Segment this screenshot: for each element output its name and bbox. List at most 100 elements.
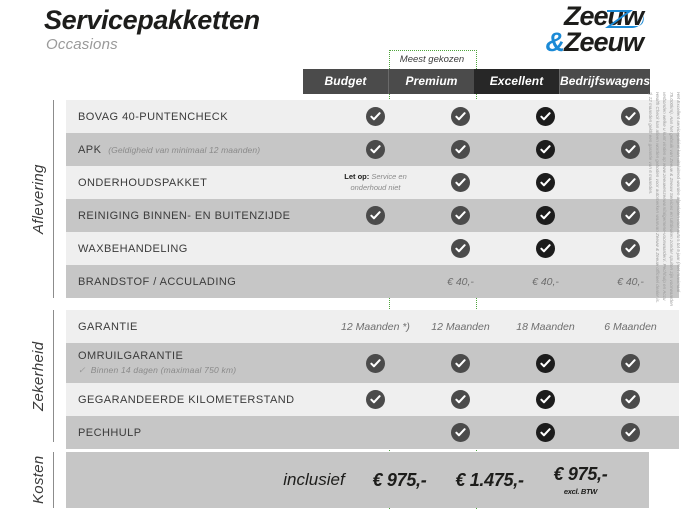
check-icon: [451, 206, 470, 225]
row-label-wrapper: APK (Geldigheid van minimaal 12 maanden): [78, 144, 260, 156]
cell-bedrijfswagens: [588, 232, 673, 265]
aflevering-rows: BOVAG 40-PUNTENCHECK: [66, 100, 679, 298]
cell-excellent: [503, 100, 588, 133]
check-icon: [451, 423, 470, 442]
warranty-excellent: 18 Maanden: [516, 320, 575, 333]
check-icon: [621, 353, 640, 373]
fuel-price-bedrijfswagens: € 40,-: [617, 275, 644, 288]
warranty-budget: 12 Maanden *): [341, 320, 410, 333]
column-header-premium[interactable]: Premium: [388, 69, 474, 94]
check-icon: [451, 173, 470, 192]
table-row: GEGARANDEERDE KILOMETERSTAND: [66, 383, 679, 416]
check-icon: [621, 239, 640, 258]
warranty-bedrijfswagens: 6 Maanden: [604, 320, 657, 333]
table-row: PECHHULP: [66, 416, 679, 449]
check-small-icon: ✓: [78, 365, 86, 375]
price-premium: € 975,-: [357, 452, 442, 508]
column-header-excellent[interactable]: Excellent: [474, 69, 559, 94]
cell-budget: Let op: Service en onderhoud niet: [333, 166, 418, 199]
column-header-bedrijfswagens[interactable]: Bedrijfswagens: [559, 69, 651, 94]
page-header: Servicepakketten Occasions Zeeuw &Zeeuw: [0, 0, 685, 62]
logo-ampersand: &: [545, 26, 564, 57]
check-icon: [621, 390, 640, 409]
row-label-text: APK: [78, 143, 102, 156]
row-label-note: (Geldigheid van minimaal 12 maanden): [108, 144, 261, 155]
kosten-price-band: inclusief € 975,- € 1.475,- € 975,- excl…: [66, 452, 649, 508]
check-icon: [621, 107, 640, 126]
cell-excellent: 18 Maanden: [503, 310, 588, 343]
table-row: BOVAG 40-PUNTENCHECK: [66, 100, 679, 133]
row-label: GEGARANDEERDE KILOMETERSTAND: [78, 383, 295, 416]
row-label-text: WAXBEHANDELING: [78, 242, 188, 255]
section-divider-kosten: [53, 452, 54, 508]
row-label: ONDERHOUDSPAKKET: [78, 166, 207, 199]
fuel-price-premium: € 40,-: [447, 275, 474, 288]
table-row: OMRUILGARANTIE ✓ Binnen 14 dagen (maximaa…: [66, 343, 679, 383]
row-label: BOVAG 40-PUNTENCHECK: [78, 100, 228, 133]
cell-premium: [418, 416, 503, 449]
cell-excellent: € 40,-: [503, 265, 588, 298]
check-icon: [451, 390, 470, 409]
row-cells: [333, 383, 673, 416]
zekerheid-rows: GARANTIE 12 Maanden *) 12 Maanden 18 Maa…: [66, 310, 679, 449]
cell-excellent: [503, 133, 588, 166]
cell-budget: [333, 265, 418, 298]
cell-premium: € 40,-: [418, 265, 503, 298]
legal-fine-print: Het Excellent servicepakket kan uitsluit…: [647, 92, 681, 307]
cell-excellent: [503, 416, 588, 449]
section-label-kosten: Kosten: [30, 455, 47, 505]
row-label-text: GARANTIE: [78, 320, 138, 333]
cell-excellent: [503, 199, 588, 232]
row-label-text: ONDERHOUDSPAKKET: [78, 176, 208, 189]
check-icon: [621, 173, 640, 192]
cell-bedrijfswagens: [588, 133, 673, 166]
check-icon: [366, 353, 385, 373]
price-budget-inclusief: inclusief: [283, 470, 345, 489]
budget-warning-note: Let op: Service en onderhoud niet: [333, 172, 418, 192]
cell-excellent: [503, 166, 588, 199]
cell-bedrijfswagens: [588, 100, 673, 133]
cell-premium: 12 Maanden: [418, 310, 503, 343]
cell-budget: 12 Maanden *): [333, 310, 418, 343]
check-icon: [451, 140, 470, 159]
price-bedrijfswagens: € 975,- excl. BTW: [538, 452, 623, 508]
check-icon: [536, 239, 555, 258]
brand-logo: Zeeuw &Zeeuw: [545, 3, 644, 57]
row-cells: [333, 232, 673, 265]
cell-bedrijfswagens: [588, 199, 673, 232]
section-divider-aflevering: [53, 100, 54, 298]
row-cells: [333, 343, 673, 383]
check-icon: [536, 206, 555, 225]
cell-budget: [333, 199, 418, 232]
check-icon: [621, 206, 640, 225]
cell-bedrijfswagens: [588, 343, 673, 383]
table-row: REINIGING BINNEN- EN BUITENZIJDE: [66, 199, 679, 232]
row-cells: [333, 100, 673, 133]
cell-bedrijfswagens: [588, 416, 673, 449]
fuel-price-excellent: € 40,-: [532, 275, 559, 288]
row-label: REINIGING BINNEN- EN BUITENZIJDE: [78, 199, 290, 232]
check-icon: [621, 140, 640, 159]
row-label-text: OMRUILGARANTIE: [78, 350, 184, 362]
note-bold: Let op:: [344, 172, 370, 182]
most-chosen-label: Meest gekozen: [399, 54, 465, 65]
cell-excellent: [503, 343, 588, 383]
price-btw-note: excl. BTW: [563, 487, 598, 496]
column-header-budget[interactable]: Budget: [303, 69, 388, 94]
price-excellent-value: € 1.475,-: [455, 469, 524, 490]
row-label: WAXBEHANDELING: [78, 232, 188, 265]
cell-premium: [418, 100, 503, 133]
cell-excellent: [503, 232, 588, 265]
row-label: GARANTIE: [78, 310, 138, 343]
row-label-text: BRANDSTOF / ACCULADING: [78, 275, 237, 288]
kosten-price-row: inclusief € 975,- € 1.475,- € 975,- excl…: [66, 452, 649, 508]
check-icon: [536, 353, 555, 373]
row-cells: [333, 133, 673, 166]
check-icon: [366, 390, 385, 409]
section-divider-zekerheid: [53, 310, 54, 442]
row-cells: [333, 416, 673, 449]
check-icon: [366, 140, 385, 159]
table-row: ONDERHOUDSPAKKET Let op: Service en onde…: [66, 166, 679, 199]
row-label: OMRUILGARANTIE ✓ Binnen 14 dagen (maximaa…: [78, 343, 236, 383]
